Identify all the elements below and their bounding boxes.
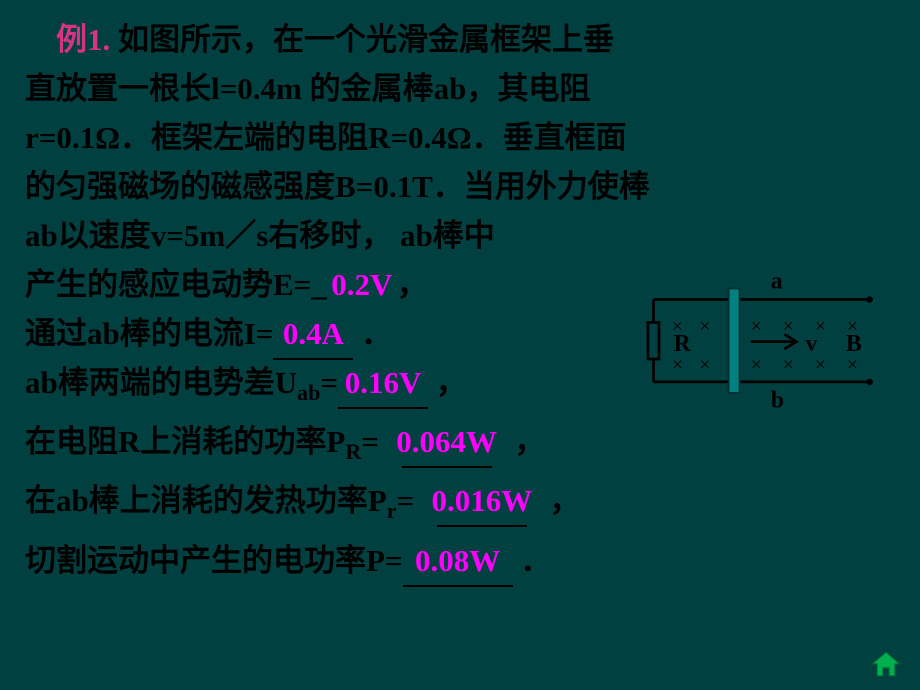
answer-Uab: 0.16V: [345, 365, 422, 400]
blank-P: 0.08W: [403, 536, 513, 585]
svg-text:×: ×: [751, 354, 762, 376]
text-1a: 如图所示，在一个光滑金属框架上垂: [118, 22, 614, 57]
slide-page: 例1. 如图所示，在一个光滑金属框架上垂 直放置一根长l=0.4m 的金属棒ab…: [0, 0, 920, 690]
line-3: r=0.1Ω．框架左端的电阻R=0.4Ω．垂直框面: [25, 113, 895, 162]
text-8b: =: [320, 365, 338, 400]
text-11a: 切割运动中产生的电功率P=: [25, 543, 403, 578]
text-7a: 通过ab棒的电流I=: [25, 316, 273, 351]
example-label: 例1.: [56, 22, 110, 57]
text-8d: ，: [436, 365, 467, 400]
svg-text:×: ×: [672, 354, 683, 376]
home-icon[interactable]: [870, 650, 902, 678]
diagram-label-b: b: [771, 388, 784, 414]
text-9d: ，: [514, 424, 545, 459]
answer-Pr: 0.016W: [432, 483, 533, 518]
answer-E: 0.2V: [331, 267, 392, 302]
svg-text:×: ×: [699, 315, 710, 337]
diagram-label-v: v: [806, 331, 818, 357]
text-8a: ab棒两端的电势差U: [25, 365, 297, 400]
line-1: 例1. 如图所示，在一个光滑金属框架上垂: [25, 15, 895, 64]
line-9: 在电阻R上消耗的功率PR= 0.064W ，: [25, 417, 895, 476]
line-5: ab以速度v=5m／s右移时， ab棒中: [25, 211, 895, 260]
diagram-label-a: a: [771, 272, 783, 294]
text-9a: 在电阻R上消耗的功率P: [25, 424, 345, 459]
circuit-diagram: × × × × × × × × × × × × a b R v B: [622, 272, 892, 414]
blank-Pr: 0.016W: [422, 476, 542, 525]
svg-text:×: ×: [783, 354, 794, 376]
text-10d: ，: [550, 483, 581, 518]
answer-P: 0.08W: [415, 543, 500, 578]
blank-PR: 0.064W: [387, 417, 507, 466]
line-4: 的匀强磁场的磁感强度B=0.1T．当用外力使棒: [25, 162, 895, 211]
svg-text:×: ×: [847, 354, 858, 376]
line-10: 在ab棒上消耗的发热功率Pr= 0.016W ，: [25, 476, 895, 535]
answer-PR: 0.064W: [396, 424, 497, 459]
diagram-label-R: R: [674, 331, 692, 357]
svg-text:×: ×: [699, 354, 710, 376]
text-10a: 在ab棒上消耗的发热功率P: [25, 483, 387, 518]
answer-I: 0.4A: [283, 316, 344, 351]
text-8sub: ab: [297, 380, 320, 405]
text-10b: =: [396, 483, 414, 518]
text-7c: ．: [361, 316, 392, 351]
line-11: 切割运动中产生的电功率P= 0.08W ．: [25, 536, 895, 585]
text-6a: 产生的感应电动势E=_: [25, 267, 327, 302]
blank-Uab: 0.16V: [338, 358, 428, 407]
diagram-label-B: B: [846, 331, 862, 357]
text-9sub: R: [345, 439, 361, 464]
svg-text:×: ×: [751, 315, 762, 337]
svg-text:×: ×: [783, 315, 794, 337]
text-9b: =: [361, 424, 379, 459]
text-10sub: r: [387, 499, 397, 524]
blank-I: 0.4A: [273, 309, 353, 358]
text-11c: ．: [520, 543, 551, 578]
line-2: 直放置一根长l=0.4m 的金属棒ab，其电阻: [25, 64, 895, 113]
text-6c: ，: [397, 267, 428, 302]
svg-text:×: ×: [815, 354, 826, 376]
blank-E: 0.2V: [327, 260, 397, 309]
